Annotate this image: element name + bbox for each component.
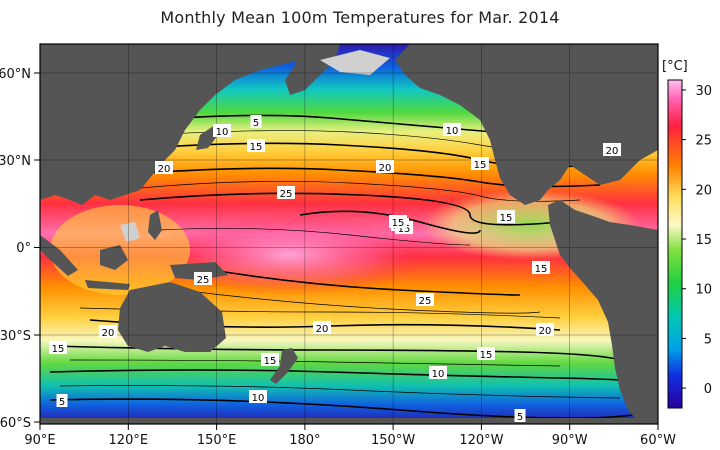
x-tick-label: 60°W — [640, 433, 676, 448]
contour-label: 20 — [536, 323, 554, 337]
svg-text:15: 15 — [52, 344, 65, 355]
contour-label: 20 — [376, 160, 394, 174]
svg-text:10: 10 — [446, 126, 459, 137]
colorbar: [°C] 30 25 20 15 10 5 0 — [662, 59, 712, 409]
missing-data-indonesia — [120, 222, 140, 242]
colorbar-gradient — [667, 79, 683, 409]
contour-label: 25 — [194, 272, 212, 286]
x-tick-label: 150°W — [371, 433, 415, 448]
map-title: Monthly Mean 100m Temperatures for Mar. … — [160, 8, 560, 27]
svg-text:5: 5 — [517, 412, 523, 423]
x-tick-label: 90°W — [552, 433, 588, 448]
svg-text:15: 15 — [474, 160, 487, 171]
land-new-zealand — [270, 348, 298, 384]
contour-label: 25 — [277, 186, 295, 200]
contour-labels: 5101015202020251515201525202015152015251… — [49, 115, 621, 423]
land-borneo — [100, 245, 128, 270]
contour-label: 15 — [471, 157, 489, 171]
x-tick-label: 180° — [289, 433, 320, 448]
land-java — [85, 280, 130, 290]
graticule — [40, 44, 658, 424]
svg-text:5: 5 — [253, 118, 259, 129]
y-tick-label: 0° — [16, 241, 31, 256]
svg-text:15: 15 — [500, 213, 513, 224]
y-tick-label: 30°N — [0, 154, 31, 169]
colorbar-tick-label: 20 — [695, 183, 712, 198]
contour-label: 10 — [443, 123, 461, 137]
colorbar-tick-label: 25 — [695, 134, 712, 149]
svg-text:10: 10 — [216, 127, 229, 138]
contour-label: 15 — [261, 353, 279, 367]
contour-label: 20 — [155, 161, 173, 175]
svg-text:20: 20 — [158, 164, 171, 175]
y-tick-label: 30°S — [0, 329, 31, 344]
contour-label: 5 — [56, 394, 68, 408]
svg-text:25: 25 — [419, 296, 432, 307]
svg-text:20: 20 — [102, 328, 115, 339]
contour-label: 15 — [477, 347, 495, 361]
colorbar-tick-label: 5 — [704, 332, 712, 347]
land — [40, 44, 658, 424]
map-frame — [39, 43, 659, 425]
colorbar-tick-label: 30 — [695, 84, 712, 99]
x-tick-label: 90°E — [24, 433, 55, 448]
y-axis-labels: 60°N 30°N 0° 30°S 60°S — [0, 67, 31, 431]
svg-text:25: 25 — [280, 189, 293, 200]
svg-text:20: 20 — [379, 163, 392, 174]
contour-label: 5 — [514, 409, 526, 423]
land-south-america — [548, 200, 658, 424]
x-tick-label: 150°E — [197, 433, 237, 448]
colorbar-tick-label: 10 — [695, 283, 712, 298]
svg-text:20: 20 — [606, 146, 619, 157]
contour-label: 10 — [249, 390, 267, 404]
land-australia — [118, 282, 226, 352]
missing-data-north — [320, 50, 390, 75]
x-tick-label: 120°E — [109, 433, 149, 448]
contour-label: 20 — [313, 321, 331, 335]
contour-label: 5 — [250, 115, 262, 129]
svg-text:20: 20 — [539, 326, 552, 337]
svg-text:15: 15 — [535, 264, 548, 275]
contour-label: 15 — [532, 261, 550, 275]
land-antarctica-edge — [40, 418, 658, 424]
contour-label: 25 — [416, 293, 434, 307]
x-tick-marks — [39, 424, 659, 430]
contour-label: 20 — [603, 143, 621, 157]
x-tick-label: 120°W — [459, 433, 503, 448]
contour-label: 15 — [497, 210, 515, 224]
x-axis-labels: 90°E 120°E 150°E 180° 150°W 120°W 90°W 6… — [24, 433, 676, 448]
svg-text:15: 15 — [480, 350, 493, 361]
land-kamchatka — [285, 44, 340, 95]
y-tick-marks — [34, 72, 40, 423]
contour-label: 15 — [247, 139, 265, 153]
land-new-guinea — [170, 262, 228, 280]
contour-label: 20 — [99, 325, 117, 339]
svg-text:15: 15 — [398, 224, 411, 235]
contour-label: 15 — [49, 341, 67, 355]
svg-text:25: 25 — [197, 275, 210, 286]
land-sumatra — [40, 235, 78, 276]
colorbar-tick-label: 15 — [695, 233, 712, 248]
y-tick-label: 60°N — [0, 67, 31, 82]
svg-text:10: 10 — [432, 369, 445, 380]
svg-text:15: 15 — [264, 356, 277, 367]
contour-label: 10 — [213, 124, 231, 138]
svg-text:15: 15 — [250, 142, 263, 153]
svg-text:20: 20 — [316, 324, 329, 335]
land-philippines — [148, 210, 162, 240]
colorbar-tick-label: 0 — [704, 382, 712, 397]
y-tick-label: 60°S — [0, 416, 31, 431]
svg-text:5: 5 — [59, 397, 65, 408]
colorbar-unit-label: [°C] — [662, 59, 688, 74]
land-asia — [40, 44, 300, 205]
svg-text:10: 10 — [252, 393, 265, 404]
contour-label: 15 — [389, 215, 407, 229]
svg-text:15: 15 — [392, 218, 405, 229]
contour-label: 10 — [429, 366, 447, 380]
land-north-america — [395, 44, 658, 205]
